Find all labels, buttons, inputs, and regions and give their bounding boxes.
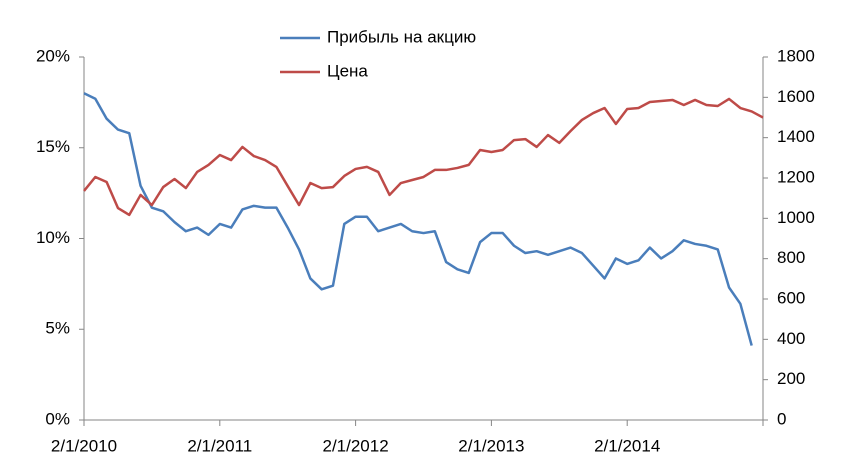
x-tick-label: 2/1/2014 — [594, 436, 660, 455]
series-line — [83, 97, 764, 217]
y-tick-label: 15% — [36, 137, 70, 156]
y2-tick-label: 800 — [777, 248, 805, 267]
legend-label: Прибыль на акцию — [327, 27, 476, 46]
y2-tick-label: 1800 — [777, 46, 815, 65]
x-tick-label: 2/1/2012 — [323, 436, 389, 455]
y2-tick-label: 600 — [777, 288, 805, 307]
x-tick-label: 2/1/2010 — [51, 436, 117, 455]
y2-tick-label: 1200 — [777, 167, 815, 186]
legend-label: Цена — [327, 61, 368, 80]
y2-tick-label: 1000 — [777, 208, 815, 227]
y2-tick-label: 400 — [777, 329, 805, 348]
y-tick-label: 5% — [45, 319, 70, 338]
y-tick-label: 10% — [36, 228, 70, 247]
series-line — [83, 92, 753, 346]
y-tick-label: 0% — [45, 409, 70, 428]
x-tick-label: 2/1/2011 — [187, 436, 252, 455]
y-tick-label: 20% — [36, 46, 70, 65]
y2-tick-label: 0 — [777, 409, 786, 428]
y2-tick-label: 1600 — [777, 87, 815, 106]
x-tick-label: 2/1/2013 — [458, 436, 524, 455]
y2-tick-label: 200 — [777, 369, 805, 388]
y2-tick-label: 1400 — [777, 127, 815, 146]
